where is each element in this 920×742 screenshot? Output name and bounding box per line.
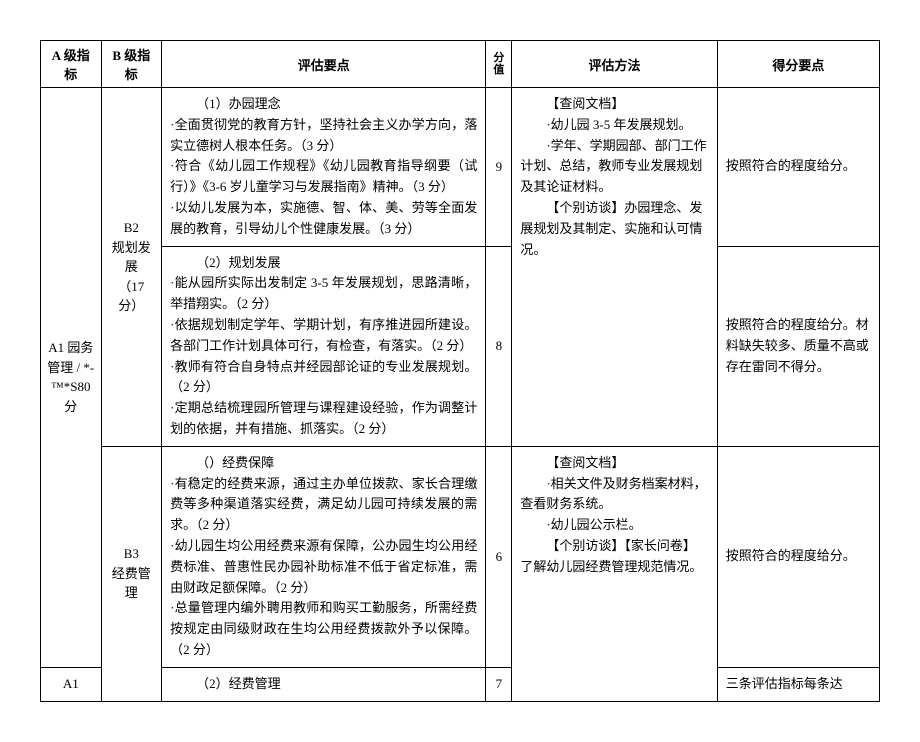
c4-title: （2）经费管理 bbox=[170, 674, 477, 695]
e12-p1: ·幼儿园 3-5 年发展规划。 bbox=[520, 115, 708, 136]
score-d2: 8 bbox=[486, 246, 512, 446]
header-e: 评估方法 bbox=[512, 41, 717, 88]
keypoint-f1: 按照符合的程度给分。 bbox=[717, 88, 879, 247]
table-row: B3 经费管理 （）经费保障 ·有稳定的经费来源，通过主办单位拨款、家长合理缴费… bbox=[41, 446, 880, 667]
e34-t1: 【查阅文档】 bbox=[520, 453, 708, 474]
method-e34: 【查阅文档】 ·相关文件及财务档案材料，查看财务系统。 ·幼儿园公示栏。 【个别… bbox=[512, 446, 717, 701]
c3-p2: ·幼儿园生均公用经费来源有保障，公办园生均公用经费标准、普惠性民办园补助标准不低… bbox=[170, 536, 477, 598]
score-d4: 7 bbox=[486, 667, 512, 701]
c3-p1: ·有稳定的经费来源，通过主办单位拨款、家长合理缴费等多种渠道落实经费，满足幼儿园… bbox=[170, 474, 477, 536]
e12-p2: ·学年、学期园部、部门工作计划、总结，教师专业发展规划及其论证材料。 bbox=[520, 136, 708, 198]
e12-t1: 【查阅文档】 bbox=[520, 94, 708, 115]
a-label: A1 园务管理 / *-™*S80 分 bbox=[41, 88, 102, 668]
header-d: 分值 bbox=[486, 41, 512, 88]
e34-t2: 【个别访谈】【家长问卷】了解幼儿园经费管理规范情况。 bbox=[520, 536, 708, 578]
score-d1: 9 bbox=[486, 88, 512, 247]
c3-p3: ·总量管理内编外聘用教师和购买工勤服务，所需经费按规定由同级财政在生均公用经费拨… bbox=[170, 598, 477, 660]
c2-p3: ·教师有符合自身特点并经园部论证的专业发展规划。（2 分） bbox=[170, 357, 477, 399]
content-c2: （2）规划发展 ·能从园所实际出发制定 3-5 年发展规划，思路清晰，举措翔实。… bbox=[162, 246, 486, 446]
content-c4: （2）经费管理 bbox=[162, 667, 486, 701]
method-e12: 【查阅文档】 ·幼儿园 3-5 年发展规划。 ·学年、学期园部、部门工作计划、总… bbox=[512, 88, 717, 447]
c1-title: （1）办园理念 bbox=[170, 94, 477, 115]
c1-p2: ·符合《幼儿园工作规程》《幼儿园教育指导纲要（试行）》《3-6 岁儿童学习与发展… bbox=[170, 156, 477, 198]
keypoint-f3: 按照符合的程度给分。 bbox=[717, 446, 879, 667]
content-c3: （）经费保障 ·有稳定的经费来源，通过主办单位拨款、家长合理缴费等多种渠道落实经… bbox=[162, 446, 486, 667]
keypoint-f4: 三条评估指标每条达 bbox=[717, 667, 879, 701]
c1-p3: ·以幼儿发展为本，实施德、智、体、美、劳等全面发展的教育，引导幼儿个性健康发展。… bbox=[170, 198, 477, 240]
e34-p1: ·相关文件及财务档案材料，查看财务系统。 bbox=[520, 474, 708, 516]
c3-title: （）经费保障 bbox=[170, 453, 477, 474]
table-row: （2）规划发展 ·能从园所实际出发制定 3-5 年发展规划，思路清晰，举措翔实。… bbox=[41, 246, 880, 446]
table-row: A1 园务管理 / *-™*S80 分 B2 规划发展 （17 分） （1）办园… bbox=[41, 88, 880, 247]
keypoint-f2: 按照符合的程度给分。材料缺失较多、质量不高或存在雷同不得分。 bbox=[717, 246, 879, 446]
c1-p1: ·全面贯彻党的教育方针，坚持社会主义办学方向，落实立德树人根本任务。（3 分） bbox=[170, 115, 477, 157]
c2-p2: ·依据规划制定学年、学期计划，有序推进园所建设。各部门工作计划具体可行，有检查，… bbox=[170, 315, 477, 357]
content-c1: （1）办园理念 ·全面贯彻党的教育方针，坚持社会主义办学方向，落实立德树人根本任… bbox=[162, 88, 486, 247]
header-b: B 级指标 bbox=[101, 41, 162, 88]
a-label-b: A1 bbox=[41, 667, 102, 701]
e34-p2: ·幼儿园公示栏。 bbox=[520, 515, 708, 536]
score-d3: 6 bbox=[486, 446, 512, 667]
b-label-b3: B3 经费管理 bbox=[101, 446, 162, 701]
evaluation-table: A 级指标 B 级指标 评估要点 分值 评估方法 得分要点 A1 园务管理 / … bbox=[40, 40, 880, 702]
header-c: 评估要点 bbox=[162, 41, 486, 88]
e12-t2: 【个别访谈】办园理念、发展规划及其制定、实施和认可情况。 bbox=[520, 198, 708, 260]
table-row: A1 （2）经费管理 7 三条评估指标每条达 bbox=[41, 667, 880, 701]
header-a: A 级指标 bbox=[41, 41, 102, 88]
c2-title: （2）规划发展 bbox=[170, 253, 477, 274]
header-f: 得分要点 bbox=[717, 41, 879, 88]
header-row: A 级指标 B 级指标 评估要点 分值 评估方法 得分要点 bbox=[41, 41, 880, 88]
c2-p4: ·定期总结梳理园所管理与课程建设经验，作为调整计划的依据，并有措施、抓落实。（2… bbox=[170, 398, 477, 440]
b-label-b2: B2 规划发展 （17 分） bbox=[101, 88, 162, 447]
c2-p1: ·能从园所实际出发制定 3-5 年发展规划，思路清晰，举措翔实。（2 分） bbox=[170, 273, 477, 315]
